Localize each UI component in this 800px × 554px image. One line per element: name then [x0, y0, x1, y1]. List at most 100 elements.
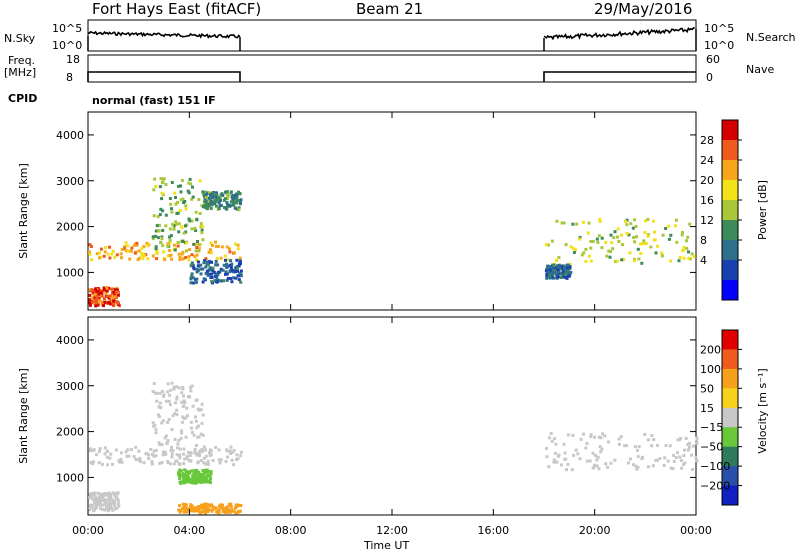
- echo-cell: [175, 397, 179, 401]
- echo-cell: [157, 415, 161, 419]
- nsky-series-2: [543, 27, 695, 41]
- echo-cell: [597, 435, 601, 439]
- echo-cell: [197, 473, 201, 477]
- echo-cell: [234, 192, 238, 196]
- echo-cell: [185, 473, 189, 477]
- echo-cell: [632, 236, 636, 239]
- echo-cell: [92, 491, 96, 495]
- echo-cell: [129, 249, 133, 253]
- echo-cell: [172, 224, 176, 227]
- echo-cell: [596, 240, 600, 244]
- echo-cell: [555, 460, 559, 464]
- echo-cell: [625, 223, 629, 227]
- echo-cell: [120, 460, 124, 464]
- echo-cell: [591, 451, 595, 455]
- echo-cell: [182, 510, 186, 514]
- echo-cell: [180, 239, 184, 243]
- echo-cell: [622, 258, 626, 262]
- echo-cell: [175, 222, 179, 226]
- echo-cell: [594, 454, 597, 457]
- echo-cell: [683, 461, 687, 465]
- echo-cell: [203, 480, 206, 484]
- echo-cell: [619, 435, 623, 439]
- echo-cell: [99, 247, 103, 251]
- echo-cell: [578, 457, 582, 461]
- echo-cell: [682, 454, 686, 457]
- echo-cell: [88, 449, 92, 453]
- echo-cell: [191, 276, 195, 280]
- echo-cell: [170, 445, 173, 449]
- colorbar-tick-label: 8: [700, 234, 707, 247]
- echo-cell: [224, 459, 228, 463]
- echo-cell: [206, 474, 210, 478]
- echo-cell: [209, 481, 212, 484]
- echo-cell: [642, 239, 646, 243]
- echo-cell: [160, 181, 164, 185]
- echo-cell: [548, 276, 552, 280]
- echo-cell: [239, 450, 243, 454]
- echo-cell: [200, 421, 204, 425]
- echo-cell: [202, 261, 206, 265]
- echo-cell: [116, 492, 120, 496]
- echo-cell: [122, 247, 126, 251]
- echo-cell: [233, 205, 237, 209]
- echo-cell: [576, 452, 580, 456]
- echo-cell: [170, 257, 174, 261]
- echo-cell: [239, 274, 243, 278]
- echo-cell: [95, 506, 99, 510]
- echo-cell: [96, 491, 100, 495]
- cpid-value: normal (fast) 151 IF: [92, 94, 216, 107]
- echo-cell: [208, 448, 212, 452]
- echo-cell: [197, 505, 200, 508]
- echo-cell: [613, 458, 617, 462]
- echo-cell: [226, 265, 230, 269]
- echo-cell: [181, 507, 185, 510]
- echo-cell: [160, 197, 164, 201]
- echo-cell: [554, 442, 558, 446]
- echo-cell: [637, 257, 641, 261]
- ytick-label: 2000: [56, 221, 84, 234]
- echo-cell: [225, 272, 229, 276]
- colorbar-tick-label: −200: [700, 480, 730, 493]
- echo-cell: [196, 470, 200, 474]
- echo-cell: [586, 231, 590, 235]
- echo-cell: [679, 459, 683, 462]
- echo-cell: [156, 413, 160, 417]
- power-colorbar-label: Power [dB]: [756, 180, 769, 240]
- echo-cell: [188, 177, 192, 181]
- echo-cell: [200, 503, 203, 507]
- echo-cell: [203, 259, 207, 263]
- beam-label: Beam 21: [356, 0, 424, 18]
- echo-cell: [171, 414, 175, 418]
- echo-cell: [124, 241, 128, 245]
- echo-cell: [230, 195, 234, 198]
- echo-cell: [196, 474, 200, 478]
- echo-cell: [158, 401, 162, 405]
- echo-cell: [553, 451, 557, 455]
- echo-cell: [158, 391, 162, 395]
- echo-cell: [640, 261, 644, 265]
- echo-cell: [147, 456, 151, 460]
- echo-cell: [685, 239, 688, 243]
- echo-cell: [111, 287, 115, 291]
- echo-cell: [603, 434, 607, 438]
- echo-cell: [667, 237, 671, 241]
- echo-cell: [97, 496, 101, 500]
- echo-cell: [193, 450, 197, 454]
- echo-cell: [98, 251, 102, 255]
- echo-cell: [673, 224, 677, 228]
- echo-cell: [106, 252, 110, 256]
- echo-cell: [183, 457, 187, 461]
- echo-cell: [160, 421, 164, 425]
- echo-cell: [694, 455, 698, 459]
- echo-cell: [145, 241, 149, 245]
- echo-cell: [112, 299, 116, 303]
- echo-cell: [101, 495, 105, 499]
- echo-cell: [195, 468, 198, 472]
- echo-cell: [214, 204, 218, 208]
- echo-cell: [103, 446, 107, 450]
- colorbar-frame: [721, 119, 739, 301]
- echo-cell: [229, 502, 233, 506]
- echo-cell: [180, 252, 184, 256]
- echo-cell: [168, 197, 172, 200]
